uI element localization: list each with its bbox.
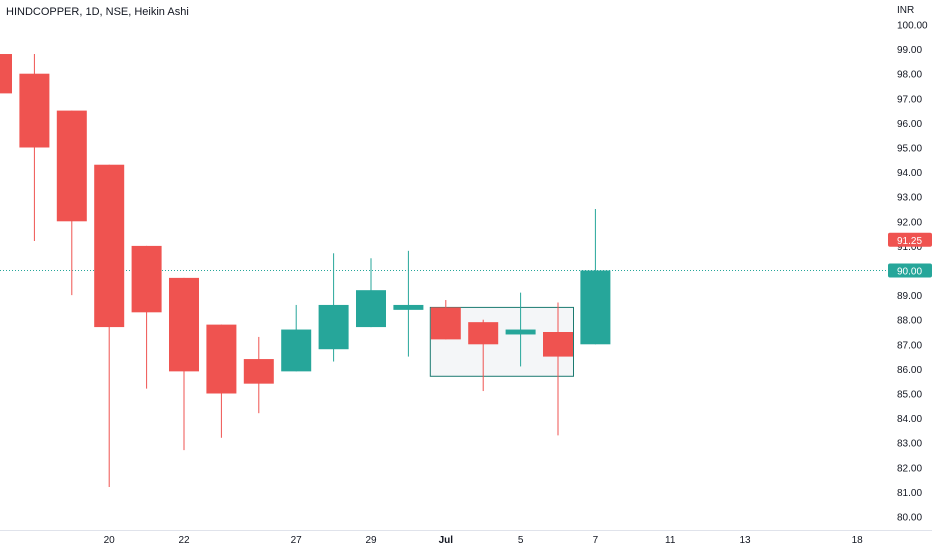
candle-body-up[interactable] <box>393 304 424 310</box>
y-tick-label: 94.00 <box>897 168 922 179</box>
candle-body-down[interactable] <box>206 324 237 394</box>
candle-body-down[interactable] <box>131 245 162 313</box>
y-tick-label: 80.00 <box>897 513 922 524</box>
x-tick-label: 7 <box>593 535 599 546</box>
y-tick-label: 99.00 <box>897 45 922 56</box>
candle-body-up[interactable] <box>356 290 386 328</box>
y-tick-label: 92.00 <box>897 217 922 228</box>
candle-body-up[interactable] <box>318 304 349 350</box>
candle-body-down[interactable] <box>94 164 125 328</box>
currency-label: INR <box>897 5 914 16</box>
x-tick-label: 13 <box>739 535 751 546</box>
candle-body-up[interactable] <box>281 329 312 372</box>
candle-body-down[interactable] <box>19 73 50 148</box>
candle-body-down[interactable] <box>0 54 12 94</box>
y-tick-label: 91.00 <box>897 242 922 253</box>
price-label-tag <box>888 232 932 247</box>
candle-body-down[interactable] <box>169 277 199 372</box>
y-tick-label: 95.00 <box>897 144 922 155</box>
candle-body-down[interactable] <box>56 110 87 222</box>
y-tick-label: 93.00 <box>897 193 922 204</box>
x-tick-label: 27 <box>291 535 303 546</box>
y-tick-label: 88.00 <box>897 316 922 327</box>
y-tick-label: 97.00 <box>897 94 922 105</box>
candle-body-up[interactable] <box>505 329 536 335</box>
y-tick-label: 82.00 <box>897 463 922 474</box>
y-tick-label: 86.00 <box>897 365 922 376</box>
y-tick-label: 89.00 <box>897 291 922 302</box>
chart-title: HINDCOPPER, 1D, NSE, Heikin Ashi <box>6 6 189 18</box>
x-tick-label: 29 <box>365 535 377 546</box>
y-tick-label: 96.00 <box>897 119 922 130</box>
y-tick-label: 98.00 <box>897 70 922 81</box>
candle-body-down[interactable] <box>243 359 274 384</box>
price-label-text: 90.00 <box>897 267 922 278</box>
y-tick-label: 100.00 <box>897 21 928 32</box>
x-tick-label: 18 <box>852 535 864 546</box>
y-tick-label: 85.00 <box>897 390 922 401</box>
price-label-tag <box>888 263 932 278</box>
y-tick-label: 81.00 <box>897 488 922 499</box>
y-tick-label: 84.00 <box>897 414 922 425</box>
candle-body-down[interactable] <box>543 332 573 357</box>
x-tick-label: 22 <box>178 535 190 546</box>
y-tick-label: 83.00 <box>897 439 922 450</box>
x-tick-label: 5 <box>518 535 524 546</box>
x-tick-label: 11 <box>665 535 676 546</box>
x-tick-label: 20 <box>104 535 116 546</box>
x-tick-label: Jul <box>439 535 454 546</box>
y-tick-label: 87.00 <box>897 340 922 351</box>
price-label-text: 91.25 <box>897 236 922 247</box>
candle-body-up[interactable] <box>580 270 611 345</box>
candle-body-down[interactable] <box>468 322 499 345</box>
candle-body-down[interactable] <box>430 307 461 340</box>
